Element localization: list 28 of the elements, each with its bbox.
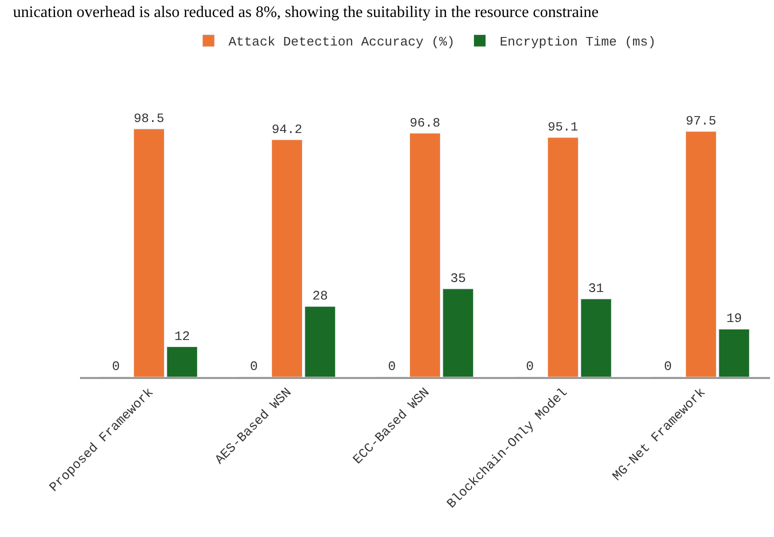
bar bbox=[718, 328, 750, 377]
text: unication overhead is also reduced as 8%, showing the suitability in the resource constraine bbox=[13, 4, 599, 21]
data-label: 12 bbox=[174, 328, 190, 344]
data-label: 98.5 bbox=[134, 111, 164, 126]
data-label: 96.8 bbox=[410, 115, 440, 130]
bar bbox=[304, 306, 336, 377]
bar bbox=[442, 288, 474, 377]
bar bbox=[548, 137, 578, 377]
data-label: 0 bbox=[388, 359, 396, 374]
data-label: 35 bbox=[450, 270, 466, 286]
data-label: 94.2 bbox=[272, 122, 302, 137]
data-label: 28 bbox=[312, 288, 328, 304]
data-label: 19 bbox=[726, 311, 742, 326]
legend-label: Attack Detection Accuracy (%) bbox=[228, 34, 455, 50]
bar bbox=[580, 298, 612, 377]
bar bbox=[272, 140, 302, 377]
bar bbox=[686, 131, 716, 377]
data-label: 0 bbox=[526, 359, 534, 374]
data-label: 97.5 bbox=[686, 114, 716, 129]
bar bbox=[410, 133, 440, 377]
bar bbox=[166, 346, 198, 377]
bar bbox=[134, 128, 164, 377]
data-label: 0 bbox=[250, 359, 258, 374]
data-label: 0 bbox=[112, 359, 120, 374]
data-label: 95.1 bbox=[548, 120, 578, 135]
legend-label: Encryption Time (ms) bbox=[500, 34, 656, 50]
data-label: 31 bbox=[588, 280, 604, 296]
data-label: 0 bbox=[664, 359, 672, 374]
